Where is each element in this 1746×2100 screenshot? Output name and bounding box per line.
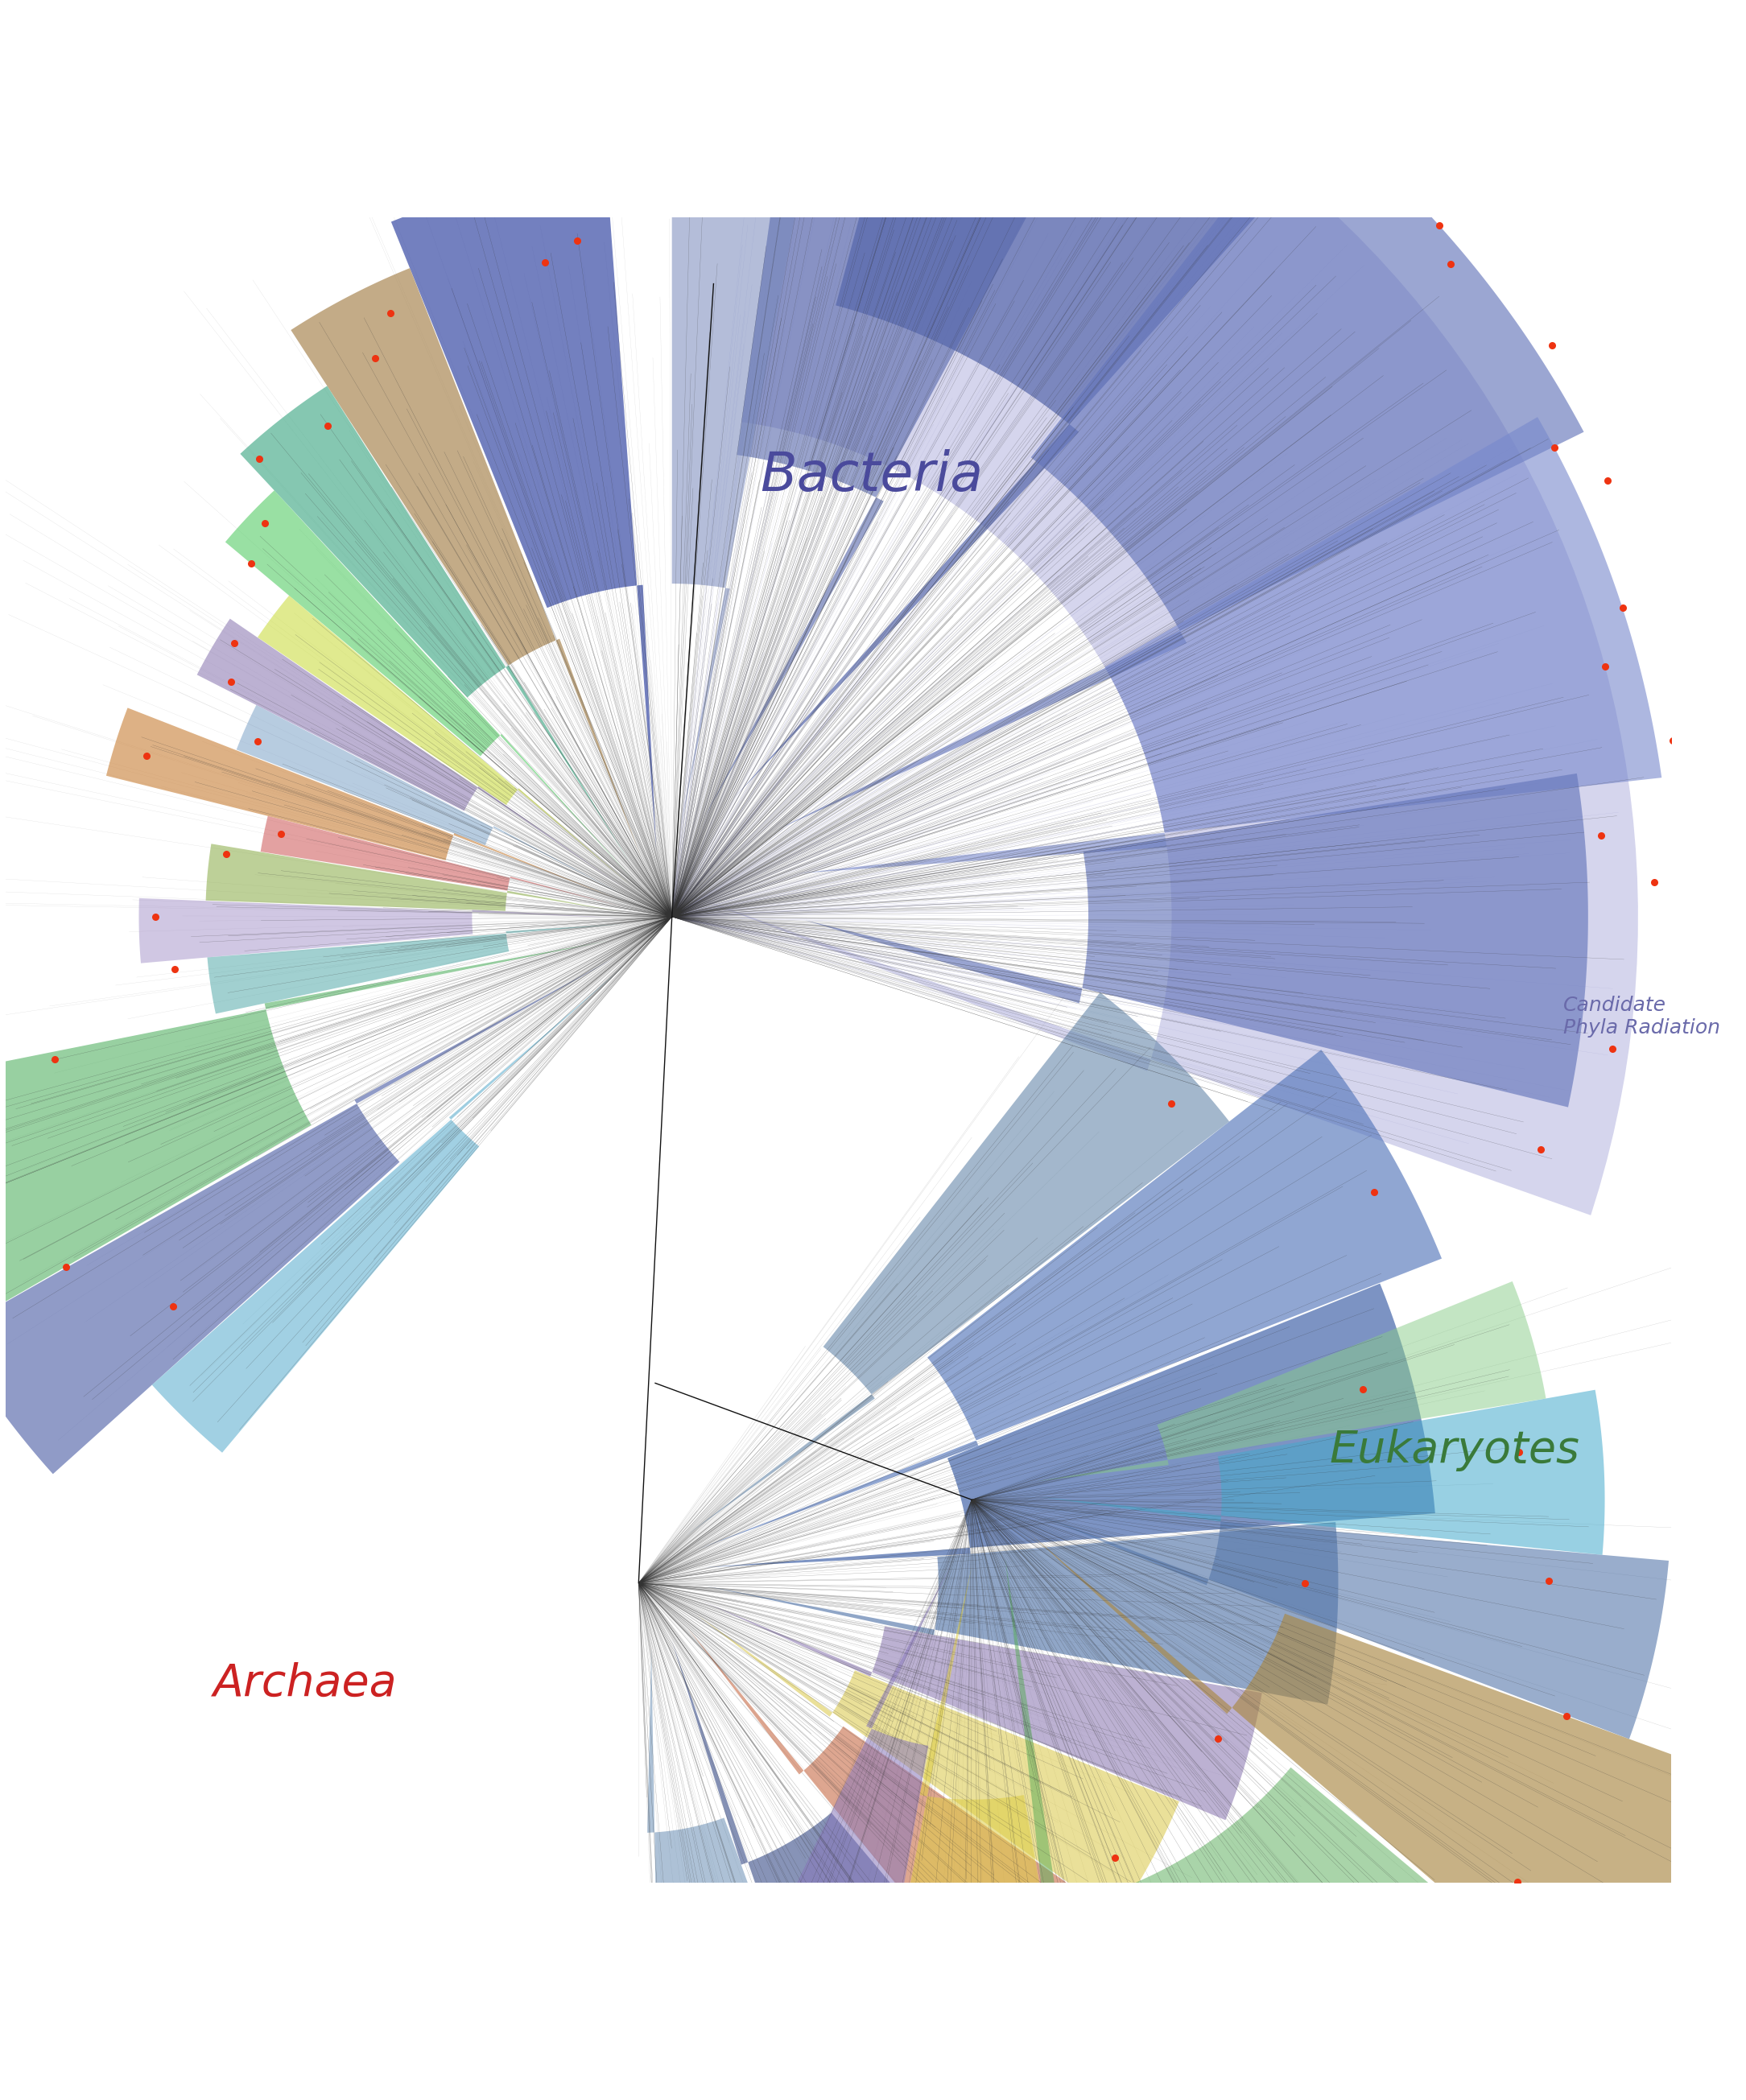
Polygon shape [1039,1390,1605,1554]
Polygon shape [686,993,1229,1535]
Polygon shape [152,964,625,1453]
Polygon shape [1030,1533,1746,2090]
Polygon shape [107,708,625,901]
Polygon shape [258,596,632,886]
Polygon shape [140,899,622,964]
Polygon shape [672,168,801,834]
Polygon shape [697,1615,1179,1917]
Polygon shape [700,0,1638,1216]
Polygon shape [702,1602,1262,1821]
Polygon shape [225,491,636,882]
Polygon shape [1037,1514,1669,1739]
Text: Archaea: Archaea [213,1661,398,1705]
Polygon shape [391,170,656,853]
Polygon shape [260,817,623,907]
Polygon shape [704,1283,1435,1567]
Polygon shape [842,1567,1102,2100]
Polygon shape [773,103,1584,832]
Polygon shape [733,0,1315,798]
Polygon shape [206,844,622,911]
Polygon shape [697,1050,1442,1550]
Polygon shape [798,418,1662,874]
Polygon shape [241,386,630,865]
Text: Candidate
Phyla Radiation: Candidate Phyla Radiation [1563,995,1720,1037]
Polygon shape [292,269,641,857]
Text: Bacteria: Bacteria [760,449,983,502]
Polygon shape [688,1628,1158,2068]
Polygon shape [672,1640,1088,2100]
Polygon shape [805,773,1589,1107]
Polygon shape [1006,1558,1737,2100]
Polygon shape [690,1562,952,2100]
Polygon shape [0,941,609,1376]
Polygon shape [648,1648,866,2100]
Text: Eukaryotes: Eukaryotes [1330,1428,1580,1472]
Polygon shape [197,620,629,890]
Polygon shape [705,1522,1337,1705]
Polygon shape [702,59,1065,821]
Polygon shape [236,706,627,897]
Polygon shape [1035,1281,1545,1480]
Polygon shape [0,956,618,1474]
Polygon shape [208,924,623,1014]
